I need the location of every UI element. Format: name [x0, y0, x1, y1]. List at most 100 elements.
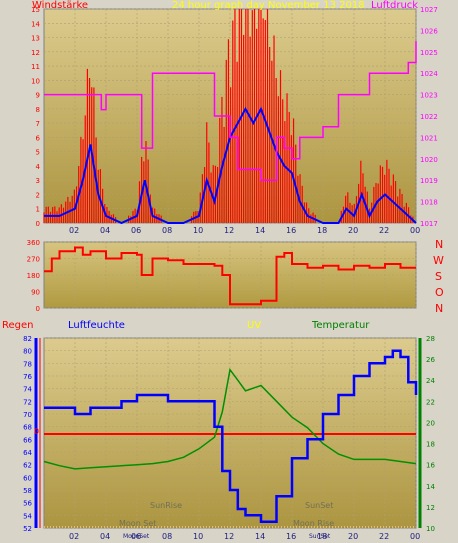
temperature-tick-label: 22 — [426, 398, 435, 406]
pressure-tick-label: 1027 — [420, 6, 438, 14]
wind-tick-label: 12 — [31, 49, 40, 57]
moonset-bottom-annotation: MoonSet — [123, 533, 150, 540]
regen-label: Regen — [2, 320, 34, 331]
humidity-tick-label: 80 — [23, 348, 32, 356]
x-tick-label: 12 — [224, 226, 234, 235]
compass-n-bottom: N — [435, 302, 444, 315]
wind-tick-label: 14 — [31, 20, 40, 28]
humidity-tick-label: 70 — [23, 411, 32, 419]
wind-tick-label: 2 — [36, 191, 40, 199]
wind-tick-label: 13 — [31, 35, 40, 43]
humidity-tick-label: 62 — [23, 462, 32, 470]
wind-speed-line — [44, 106, 417, 225]
humidity-tick-label: 66 — [23, 436, 32, 444]
temperature-tick-label: 24 — [426, 377, 435, 385]
wind-tick-label: 5 — [36, 149, 40, 157]
pressure-line — [44, 41, 417, 181]
humidity-tick-label: 82 — [23, 335, 32, 343]
x-tick-label: 18 — [317, 532, 327, 541]
direction-tick-label: 90 — [31, 289, 40, 297]
wind-tick-label: 11 — [31, 63, 40, 71]
sunset-annotation: SunSet — [305, 501, 334, 510]
pressure-tick-label: 1018 — [420, 199, 438, 207]
compass-w: W — [433, 254, 444, 267]
moonrise-annotation: Moon Rise — [293, 519, 335, 528]
wind-tick-label: 0 — [36, 220, 40, 228]
direction-tick-label: 180 — [27, 272, 40, 280]
x-tick-label: 02 — [69, 226, 79, 235]
x-tick-label: 12 — [224, 532, 234, 541]
humidity-tick-label: 52 — [23, 525, 32, 533]
pressure-tick-label: 1023 — [420, 92, 438, 100]
x-tick-label: 08 — [162, 226, 172, 235]
humidity-tick-label: 60 — [23, 474, 32, 482]
wind-tick-label: 4 — [36, 163, 41, 171]
humidity-line — [44, 349, 418, 523]
humidity-tick-label: 76 — [23, 373, 32, 381]
windstaerke-label: Windstärke — [32, 0, 89, 11]
x-tick-label: 06 — [131, 226, 141, 235]
x-tick-label: 14 — [255, 226, 265, 235]
humidity-tick-label: 64 — [23, 449, 32, 457]
compass-s: S — [435, 270, 442, 283]
x-tick-label: 22 — [379, 532, 389, 541]
wind-tick-label: 10 — [31, 77, 40, 85]
temperature-tick-label: 20 — [426, 419, 435, 427]
humidity-temp-chart: 52 54 56 58 60 62 64 66 68 70 72 74 76 78 80 82 10 12 14 1… — [23, 335, 435, 541]
moonset-annotation: Moon Set — [119, 519, 157, 528]
sunset-bottom-annotation: SunSet — [309, 533, 331, 540]
humidity-tick-label: 58 — [23, 487, 32, 495]
x-tick-label: 00 — [410, 226, 420, 235]
temperature-tick-label: 26 — [426, 356, 435, 364]
temperature-tick-label: 10 — [426, 525, 435, 533]
wind-direction-line — [44, 246, 416, 306]
temperatur-label: Temperatur — [312, 320, 370, 331]
x-tick-label: 18 — [317, 226, 327, 235]
x-tick-label: 06 — [131, 532, 141, 541]
x-tick-label: 02 — [69, 532, 79, 541]
pressure-tick-label: 1022 — [420, 113, 438, 121]
wind-tick-label: 15 — [31, 6, 40, 14]
direction-tick-label: 360 — [27, 239, 40, 247]
x-tick-label: 20 — [348, 532, 358, 541]
pressure-tick-label: 1026 — [420, 27, 438, 35]
x-tick-label: 04 — [100, 226, 110, 235]
x-tick-label: 10 — [193, 532, 203, 541]
x-tick-label: 08 — [162, 532, 172, 541]
humidity-tick-label: 56 — [23, 500, 32, 508]
pressure-tick-label: 1019 — [420, 177, 438, 185]
humidity-tick-label: 78 — [23, 360, 32, 368]
wind-tick-label: 1 — [36, 206, 40, 214]
humidity-tick-label: 72 — [23, 398, 32, 406]
x-tick-label: 00 — [410, 532, 420, 541]
pressure-tick-label: 1020 — [420, 156, 438, 164]
x-tick-label: 10 — [193, 226, 203, 235]
compass-n-top: N — [435, 238, 444, 251]
chart-title: 24 hour graph day November 13 2018 — [172, 0, 365, 11]
sunrise-annotation: SunRise — [150, 501, 183, 510]
compass-o: O — [435, 286, 444, 299]
x-tick-label: 14 — [255, 532, 265, 541]
x-tick-label: 16 — [286, 226, 296, 235]
x-tick-label: 20 — [348, 226, 358, 235]
direction-tick-label: 0 — [36, 305, 40, 313]
wind-tick-label: 7 — [36, 120, 40, 128]
pressure-tick-label: 1024 — [420, 70, 438, 78]
wind-tick-label: 8 — [36, 106, 40, 114]
pressure-tick-label: 1017 — [420, 220, 438, 228]
direction-tick-label: 270 — [27, 256, 40, 264]
temperature-tick-label: 18 — [426, 441, 435, 449]
uv-label: UV — [247, 320, 262, 331]
wind-direction-chart: 0 90 180 270 360 — [27, 239, 417, 313]
wind-tick-label: 6 — [36, 134, 41, 142]
x-tick-label: 04 — [100, 532, 110, 541]
rain-zero-label: 0 — [34, 427, 40, 436]
pressure-tick-label: 1021 — [420, 134, 438, 142]
humidity-tick-label: 54 — [23, 512, 32, 520]
temperature-line — [43, 367, 417, 470]
temperature-tick-label: 12 — [426, 504, 435, 512]
x-tick-label: 16 — [286, 532, 296, 541]
humidity-tick-label: 68 — [23, 424, 32, 432]
luftdruck-label: Luftdruck — [371, 0, 419, 11]
